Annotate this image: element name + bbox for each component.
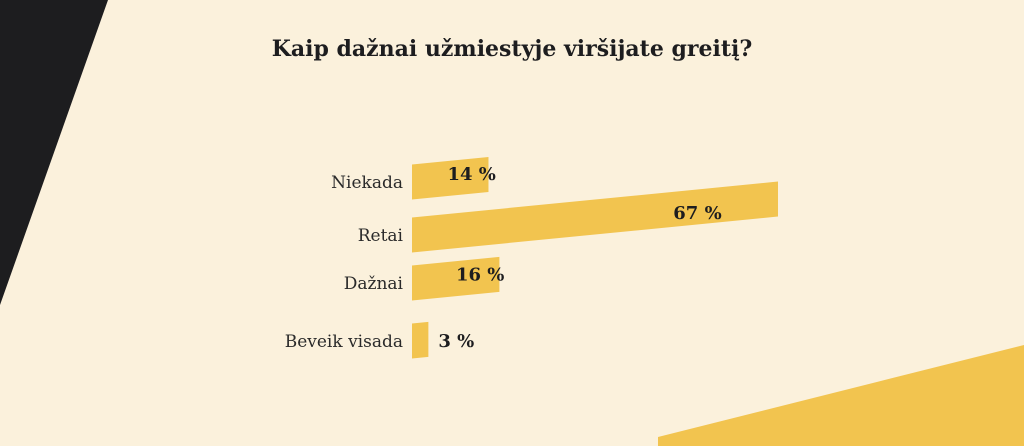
yellow-corner-shape — [658, 345, 1024, 446]
category-label: Beveik visada — [285, 332, 403, 352]
bar-niekada — [412, 156, 489, 200]
bar-beveik-visada — [412, 321, 429, 359]
value-label: 16 % — [456, 265, 504, 286]
value-label: 14 % — [447, 164, 495, 185]
bar-retai — [412, 181, 778, 253]
category-label: Niekada — [331, 173, 403, 193]
chart-title: Kaip dažnai užmiestyje viršijate greitį? — [271, 36, 753, 62]
dark-corner-shape — [0, 0, 108, 305]
bar-dažnai — [412, 256, 500, 301]
category-label: Retai — [358, 226, 404, 246]
category-label: Dažnai — [344, 274, 404, 294]
value-label: 67 % — [673, 203, 721, 224]
value-label: 3 % — [438, 331, 474, 352]
bars-group: Niekada 14 % Retai 67 % Dažnai 16 % Beveik vis… — [285, 156, 778, 359]
